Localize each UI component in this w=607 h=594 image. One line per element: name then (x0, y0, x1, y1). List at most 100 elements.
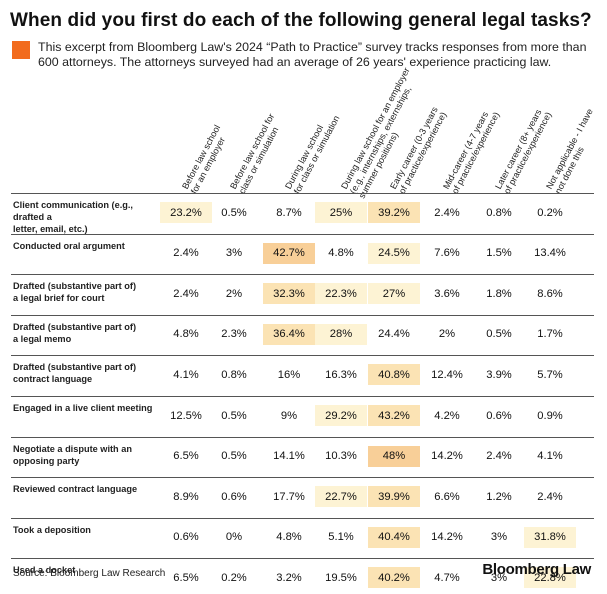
table-cell: 4.2% (434, 409, 460, 422)
table-cell: 7.6% (434, 247, 460, 260)
table-cell: 14.1% (273, 450, 305, 463)
table-cell: 0.5% (486, 328, 512, 341)
row-label-line: a legal memo (13, 333, 72, 344)
chart-title: When did you first do each of the follow… (10, 10, 592, 31)
table-cell: 22.3% (315, 283, 367, 305)
row-divider (11, 517, 594, 519)
table-cell: 0% (225, 531, 243, 544)
row-label-line: Took a deposition (13, 524, 91, 535)
row-label-line: Used a docket (13, 565, 76, 576)
row-divider (11, 355, 594, 357)
table-cell: 0.5% (221, 206, 247, 219)
table-cell: 0.8% (221, 368, 247, 381)
table-cell: 2.4% (173, 247, 199, 260)
table-cell: 4.8% (276, 531, 302, 544)
table-cell: 24.4% (378, 328, 410, 341)
table-cell: 2.4% (486, 450, 512, 463)
column-header: Before law school for class or simulation (228, 112, 285, 196)
table-cell: 3% (225, 247, 243, 260)
table-cell: 1.8% (486, 287, 512, 300)
row-label-line: Drafted (substantive part of) (13, 281, 137, 292)
table-cell: 2% (225, 287, 243, 300)
row-label-line: contract language (13, 374, 93, 385)
column-header: Not applicable - I have not done this (544, 107, 604, 195)
table-cell: 23.2% (160, 202, 212, 223)
table-cell: 3% (490, 571, 508, 584)
row-label: Negotiate a dispute with an opposing part… (13, 443, 163, 467)
table-cell: 2.3% (221, 328, 247, 341)
table-cell: 8.6% (537, 287, 563, 300)
source-note: Source: Bloomberg Law Research (13, 568, 166, 579)
row-divider (11, 396, 594, 397)
column-header: During law school for class or simulation (283, 109, 342, 196)
table-cell: 36.4% (263, 323, 315, 345)
table-cell: 8.7% (276, 206, 302, 219)
row-label: Engaged in a live client meeting (13, 402, 163, 414)
table-cell: 8.9% (173, 490, 199, 503)
table-cell: 6.5% (173, 450, 199, 463)
table-cell: 19.5% (325, 571, 357, 584)
table-cell: 32.3% (263, 283, 315, 305)
row-label: Drafted (substantive part of) a legal bri… (13, 280, 163, 304)
table-cell: 12.5% (170, 409, 202, 422)
table-cell: 2.4% (434, 206, 460, 219)
table-cell: 3.6% (434, 287, 460, 300)
table-cell: 0.6% (173, 531, 199, 544)
table-cell: 0.2% (221, 571, 247, 584)
table-cell: 4.8% (328, 247, 354, 260)
table-cell: 6.5% (173, 571, 199, 584)
row-label-line: Drafted (substantive part of) (13, 321, 137, 332)
table-cell: 25% (315, 202, 367, 223)
row-label-line: opposing party (13, 455, 80, 466)
table-cell: 16% (277, 368, 301, 381)
table-cell: 4.8% (173, 328, 199, 341)
row-label-line: letter, email, etc.) (13, 224, 88, 234)
table-cell: 2% (438, 328, 456, 341)
table-cell: 12.4% (431, 368, 463, 381)
row-label-line: Conducted oral argument (13, 240, 125, 251)
table-cell: 1.7% (537, 328, 563, 341)
table-cell: 43.2% (368, 405, 420, 426)
row-label: Used a docket (13, 564, 163, 576)
table-cell: 13.4% (534, 247, 566, 260)
row-label: Took a deposition (13, 524, 163, 536)
table-cell: 42.7% (263, 242, 315, 264)
table-cell: 14.2% (431, 450, 463, 463)
table-cell: 29.2% (315, 405, 367, 426)
row-label: Client communication (e.g., drafted a let… (13, 199, 163, 235)
table-cell: 39.9% (368, 486, 420, 508)
table-cell: 2.4% (173, 287, 199, 300)
row-divider (11, 558, 594, 560)
table-cell: 40.8% (368, 364, 420, 386)
table-cell: 27% (368, 283, 420, 305)
row-divider (11, 436, 594, 438)
table-cell: 0.9% (537, 409, 563, 422)
row-label: Drafted (substantive part of) contract la… (13, 361, 163, 385)
table-cell: 3.9% (486, 368, 512, 381)
row-divider (11, 233, 594, 235)
table-cell: 17.7% (273, 490, 305, 503)
table-cell: 10.3% (325, 450, 357, 463)
table-cell: 16.3% (325, 368, 357, 381)
column-header: Mid-career (4-7 years of practice/experie… (441, 106, 501, 195)
row-label: Reviewed contract language (13, 483, 163, 495)
table-cell: 22.8% (524, 567, 576, 589)
table-cell: 3% (490, 531, 508, 544)
row-divider (11, 274, 594, 276)
row-label-line: Reviewed contract language (13, 484, 138, 495)
table-cell: 9% (280, 409, 298, 422)
table-cell: 4.1% (173, 368, 199, 381)
table-cell: 14.2% (431, 531, 463, 544)
table-cell: 1.5% (486, 247, 512, 260)
row-divider (11, 193, 594, 194)
bloomberg-law-logo: Bloomberg Law (482, 561, 591, 578)
table-cell: 4.7% (434, 571, 460, 584)
table-cell: 0.8% (486, 206, 512, 219)
row-label-line: Negotiate a dispute with an (13, 443, 132, 454)
row-divider (11, 477, 594, 479)
table-cell: 5.1% (328, 531, 354, 544)
row-label-line: Engaged in a live client meeting (13, 403, 153, 413)
table-cell: 1.2% (486, 490, 512, 503)
table-cell: 39.2% (368, 202, 420, 223)
row-label-line: a legal brief for court (13, 293, 105, 304)
